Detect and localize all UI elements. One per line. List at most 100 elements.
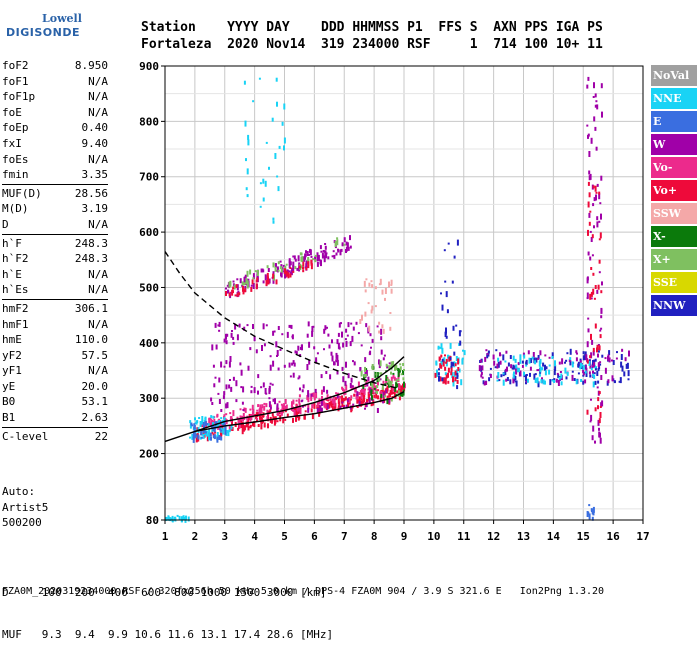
param-row: foF2 8.950 — [2, 58, 108, 74]
echo-point — [201, 419, 204, 425]
echo-point — [246, 282, 249, 289]
echo-point — [209, 432, 212, 437]
param-row: h`Es N/A — [2, 282, 108, 298]
echo-point — [601, 281, 603, 286]
echo-point — [286, 413, 289, 417]
echo-point — [331, 255, 334, 258]
echo-point — [624, 357, 627, 362]
echo-point — [365, 380, 368, 383]
echo-point — [450, 361, 453, 368]
echo-point — [337, 332, 340, 337]
echo-point — [213, 383, 216, 388]
polarization-legend: NoVal NNE E W Vo- Vo+ SSW X- X+ SSE NNW — [651, 65, 697, 318]
echo-point — [532, 352, 535, 357]
echo-point — [189, 436, 192, 439]
echo-point — [257, 424, 260, 427]
echo-point — [366, 382, 369, 387]
echo-point — [280, 272, 282, 277]
echo-point — [589, 420, 592, 423]
echo-point — [399, 366, 402, 371]
echo-point — [535, 357, 538, 363]
echo-point — [397, 378, 400, 381]
echo-point — [452, 362, 454, 367]
echo-point — [597, 419, 600, 426]
echo-point — [371, 284, 374, 289]
echo-point — [584, 379, 587, 384]
echo-point — [586, 124, 589, 127]
echo-point — [286, 269, 289, 275]
echo-point — [525, 364, 528, 367]
echo-point — [278, 400, 281, 403]
echo-point — [208, 429, 211, 436]
echo-point — [385, 375, 388, 381]
echo-point — [368, 386, 371, 389]
echo-point — [540, 379, 543, 384]
echo-point — [370, 386, 373, 389]
echo-point — [436, 369, 438, 376]
echo-point — [542, 379, 545, 385]
echo-point — [232, 286, 235, 290]
echo-point — [355, 321, 358, 325]
echo-point — [380, 393, 383, 398]
echo-point — [310, 259, 313, 264]
echo-point — [277, 410, 280, 417]
echo-point — [244, 279, 247, 282]
echo-point — [523, 354, 526, 359]
echo-point — [298, 265, 301, 269]
echo-point — [284, 399, 287, 404]
echo-point — [294, 407, 297, 413]
echo-point — [231, 427, 234, 431]
echo-point — [457, 358, 460, 365]
param-label: B1 — [2, 411, 16, 425]
echo-point — [327, 333, 330, 337]
echo-point — [349, 398, 352, 401]
legend-w: W — [651, 134, 697, 155]
echo-point — [259, 404, 262, 411]
echo-point — [530, 358, 533, 363]
echo-point — [497, 357, 500, 362]
echo-point — [376, 408, 379, 413]
echo-point — [337, 405, 340, 408]
echo-point — [326, 389, 329, 394]
echo-point — [616, 351, 618, 354]
echo-point — [316, 405, 319, 408]
echo-point — [225, 384, 228, 390]
echo-point — [517, 362, 520, 366]
echo-point — [328, 344, 331, 349]
echo-point — [618, 380, 621, 383]
echo-point — [447, 367, 450, 373]
echo-point — [256, 417, 259, 420]
echo-point — [211, 430, 214, 434]
echo-point — [299, 252, 302, 256]
echo-point — [249, 408, 252, 411]
echo-point — [303, 257, 306, 262]
echo-point — [245, 187, 248, 191]
echo-point — [440, 343, 443, 350]
echo-point — [302, 384, 305, 389]
echo-point — [388, 399, 391, 404]
echo-point — [276, 266, 279, 273]
x-tick-label: 4 — [251, 530, 258, 543]
echo-point — [370, 280, 373, 283]
echo-point — [336, 239, 339, 246]
echo-point — [456, 379, 459, 384]
echo-point — [367, 388, 370, 391]
echo-point — [369, 350, 372, 355]
y-tick-label: 800 — [139, 115, 159, 128]
echo-point — [585, 367, 588, 373]
param-label: B0 — [2, 395, 16, 409]
echo-point — [365, 368, 368, 371]
muf-row: MUF 9.3 9.4 9.9 10.6 11.6 13.1 17.4 28.6… — [2, 628, 334, 641]
echo-point — [193, 432, 196, 439]
echo-point — [314, 259, 317, 263]
echo-point — [366, 399, 369, 404]
echo-point — [265, 324, 268, 327]
echo-point — [600, 308, 603, 314]
echo-point — [345, 404, 348, 409]
echo-point — [292, 399, 295, 405]
echo-point — [446, 309, 449, 314]
echo-point — [504, 360, 507, 363]
echo-point — [316, 252, 319, 259]
echo-point — [335, 359, 338, 363]
profile-curve — [164, 390, 405, 443]
